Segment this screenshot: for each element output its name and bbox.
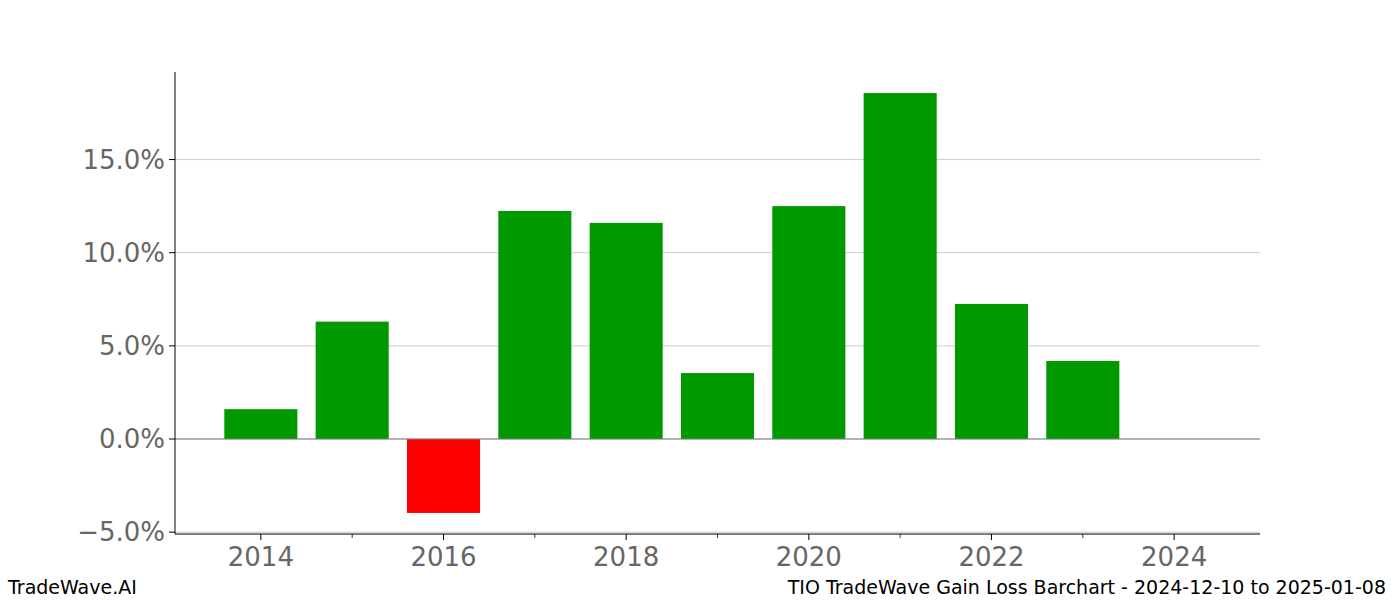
bar <box>224 409 297 439</box>
x-tick-label: 2024 <box>1141 542 1207 572</box>
x-tick-label: 2022 <box>958 542 1024 572</box>
grid-line <box>175 159 1260 160</box>
bar <box>407 439 480 513</box>
y-tick <box>169 159 175 160</box>
bar <box>681 373 754 439</box>
x-minor-tick <box>900 534 901 538</box>
y-tick-label: 0.0% <box>99 424 165 454</box>
y-tick <box>169 438 175 439</box>
grid-line <box>175 438 1260 439</box>
bar <box>316 322 389 439</box>
grid <box>175 160 1260 533</box>
y-axis <box>175 72 176 534</box>
y-tick-label: 10.0% <box>82 238 165 268</box>
x-tick <box>626 534 627 540</box>
bar <box>772 206 845 439</box>
x-tick-label: 2014 <box>228 542 294 572</box>
title: TIO TradeWave Gain Loss Barchart - 2024-… <box>787 576 1386 598</box>
chart: −5.0% 0.0% 5.0% 10.0% 15.0% 2014 2016 2018 2020 2… <box>0 0 1400 600</box>
x-tick <box>443 534 444 540</box>
zero-line <box>175 438 1260 439</box>
x-tick <box>808 534 809 540</box>
x-tick <box>991 534 992 540</box>
x-tick-label: 2016 <box>410 542 476 572</box>
source: TradeWave.AI <box>7 576 137 598</box>
y-tick <box>169 252 175 253</box>
x-minor-tick <box>1082 534 1083 538</box>
bar <box>1046 361 1119 439</box>
x-tick-label: 2018 <box>593 542 659 572</box>
grid-line <box>175 532 1260 533</box>
x-minor-tick <box>717 534 718 538</box>
x-tick-label: 2020 <box>776 542 842 572</box>
bars <box>224 93 1119 513</box>
x-minor-tick <box>352 534 353 538</box>
x-tick <box>260 534 261 540</box>
x-tick <box>1174 534 1175 540</box>
y-tick-label: −5.0% <box>77 517 165 547</box>
bar <box>498 211 571 439</box>
y-tick <box>169 345 175 346</box>
bar <box>864 93 937 439</box>
bar <box>955 304 1028 439</box>
x-minor-tick <box>534 534 535 538</box>
y-tick-label: 15.0% <box>82 145 165 175</box>
bar <box>590 223 663 439</box>
y-tick <box>169 532 175 533</box>
y-tick-label: 5.0% <box>99 331 165 361</box>
grid-line <box>175 252 1260 253</box>
